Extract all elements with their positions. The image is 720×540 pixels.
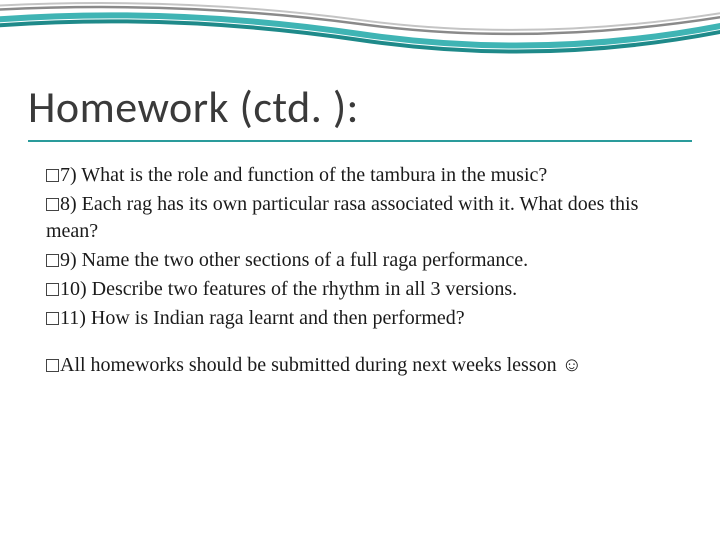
decorative-swoosh — [0, 0, 720, 90]
item-text: 10) Describe two features of the rhythm … — [60, 278, 517, 300]
item-text: 7) What is the role and function of the … — [60, 164, 547, 186]
list-item: 7) What is the role and function of the … — [46, 162, 682, 189]
checkbox-icon — [46, 198, 59, 211]
item-text: 8) Each rag has its own particular rasa … — [46, 193, 638, 242]
slide-content: Homework (ctd. ): 7) What is the role an… — [28, 80, 692, 381]
checkbox-icon — [46, 169, 59, 182]
item-text: 11) How is Indian raga learnt and then p… — [60, 307, 465, 329]
item-text: 9) Name the two other sections of a full… — [60, 249, 528, 271]
slide-title: Homework (ctd. ): — [28, 80, 692, 134]
bullet-list: 7) What is the role and function of the … — [28, 162, 692, 379]
footer-item: All homeworks should be submitted during… — [46, 352, 682, 379]
list-item: 9) Name the two other sections of a full… — [46, 247, 682, 274]
spacer — [46, 334, 682, 352]
checkbox-icon — [46, 359, 59, 372]
title-underline — [28, 140, 692, 142]
list-item: 11) How is Indian raga learnt and then p… — [46, 305, 682, 332]
checkbox-icon — [46, 283, 59, 296]
list-item: 10) Describe two features of the rhythm … — [46, 276, 682, 303]
list-item: 8) Each rag has its own particular rasa … — [46, 191, 682, 245]
checkbox-icon — [46, 312, 59, 325]
footer-text: All homeworks should be submitted during… — [60, 354, 582, 376]
checkbox-icon — [46, 254, 59, 267]
